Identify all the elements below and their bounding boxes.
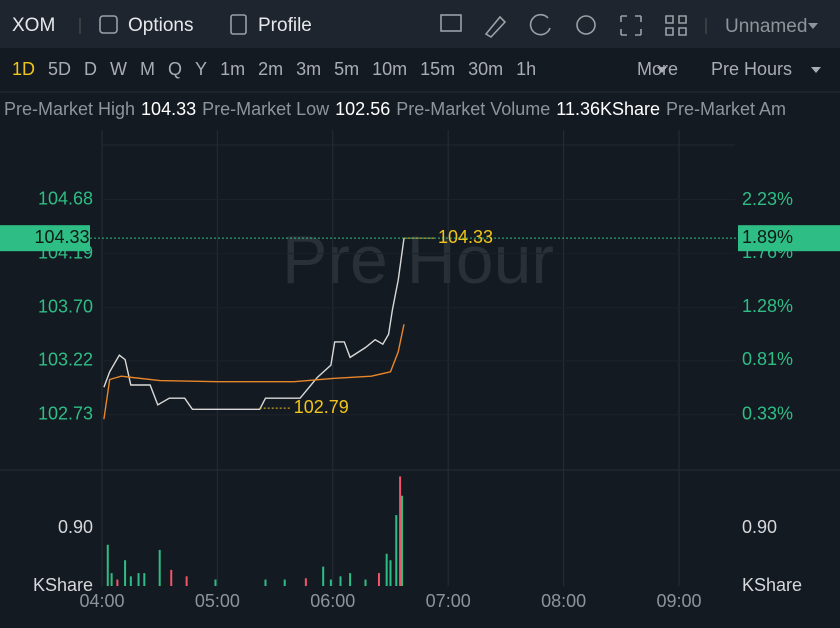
- volume-bar: [349, 573, 352, 586]
- volume-bar: [304, 578, 307, 586]
- x-tick-label: 04:00: [79, 591, 124, 611]
- period[interactable]: 10m: [372, 59, 407, 79]
- stat-label: Pre-Market High: [4, 99, 135, 119]
- dropdown-arrow: [811, 67, 821, 73]
- x-tick-label: 09:00: [656, 591, 701, 611]
- period[interactable]: 15m: [420, 59, 455, 79]
- y2-tick-label: 0.33%: [742, 403, 793, 423]
- period[interactable]: Q: [168, 59, 182, 79]
- x-tick-label: 08:00: [541, 591, 586, 611]
- refresh-icon[interactable]: [529, 13, 551, 36]
- symbol[interactable]: XOM: [12, 15, 55, 36]
- stat-label: Pre-Market Low: [202, 99, 330, 119]
- annotation: 102.79: [294, 397, 349, 417]
- chart: 04:00 05:00 06:00 07:00 08:00 09:00 104.68 104.…: [0, 130, 840, 611]
- last-price-box: [0, 225, 90, 252]
- volume-tick-label: 0.90: [58, 517, 93, 537]
- last-change-box: [738, 225, 840, 252]
- dropdown-arrow: [808, 23, 818, 29]
- draw-icon[interactable]: [484, 15, 507, 39]
- volume-bar: [385, 553, 388, 586]
- period[interactable]: W: [110, 59, 127, 79]
- dropdown-arrow: [657, 67, 667, 73]
- period[interactable]: 1m: [220, 59, 245, 79]
- volume-bar: [137, 573, 140, 586]
- volume-bar: [214, 579, 217, 586]
- y2-tick-label: 0.81%: [742, 349, 793, 369]
- volume-bar: [110, 573, 113, 586]
- volume-bar: [322, 566, 325, 586]
- period[interactable]: 30m: [468, 59, 503, 79]
- session[interactable]: Pre Hours: [711, 59, 792, 79]
- profile[interactable]: Profile: [258, 15, 312, 36]
- volume-bar: [329, 579, 332, 586]
- y2-tick-label: 2.23%: [742, 189, 793, 209]
- volume-bar: [364, 579, 367, 586]
- settings-icon[interactable]: [576, 15, 596, 35]
- stat-value: 104.33: [141, 99, 196, 119]
- volume-bar: [389, 560, 392, 586]
- options-icon[interactable]: [99, 15, 118, 34]
- volume-bar: [143, 573, 146, 586]
- y-tick-label: 104.68: [38, 188, 93, 208]
- volume-unit: KShare: [33, 575, 93, 595]
- period[interactable]: 5m: [334, 59, 359, 79]
- period[interactable]: M: [140, 59, 155, 79]
- period[interactable]: 2m: [258, 59, 283, 79]
- period[interactable]: 3m: [296, 59, 321, 79]
- volume-tick-label: 0.90: [742, 517, 777, 537]
- x-tick-label: 07:00: [426, 591, 471, 611]
- volume-bar: [106, 544, 109, 586]
- options[interactable]: Options: [128, 15, 193, 36]
- y-tick-label: 102.73: [38, 404, 93, 424]
- stat-value: 102.56: [335, 99, 390, 119]
- volume-bar: [185, 576, 188, 586]
- volume-bar: [339, 576, 342, 586]
- indicator-icon[interactable]: [440, 14, 462, 32]
- toolbar: [0, 0, 840, 48]
- volume-bar: [158, 549, 161, 586]
- stat-label: Pre-Market Volume: [396, 99, 550, 119]
- y2-tick-label: 1.28%: [742, 296, 793, 316]
- volume-unit: KShare: [742, 575, 802, 595]
- y-tick-label: 103.22: [38, 349, 93, 369]
- volume-bar: [399, 476, 402, 586]
- period[interactable]: Y: [195, 59, 207, 79]
- volume-bar: [395, 515, 398, 586]
- period[interactable]: 1D: [12, 59, 35, 79]
- last-change: 1.89%: [742, 227, 793, 247]
- period[interactable]: 5D: [48, 59, 71, 79]
- period[interactable]: D: [84, 59, 97, 79]
- profile-icon[interactable]: [230, 14, 247, 35]
- fullscreen-icon[interactable]: [620, 15, 642, 36]
- volume-bar: [264, 579, 267, 586]
- watermark: Pre Hour: [282, 222, 554, 298]
- volume-bar: [401, 495, 404, 586]
- last-price: 104.33: [34, 227, 89, 247]
- stat-label: Pre-Market Am: [666, 99, 786, 119]
- volume-bar: [124, 560, 127, 586]
- volume-bar: [283, 579, 286, 586]
- layout-name[interactable]: Unnamed: [725, 16, 807, 37]
- x-tick-label: 05:00: [195, 591, 240, 611]
- y-tick-label: 103.70: [38, 296, 93, 316]
- annotation: 104.33: [438, 227, 493, 247]
- stat-value: 11.36KShare: [556, 99, 660, 119]
- volume-bar: [170, 569, 173, 586]
- period[interactable]: 1h: [516, 59, 536, 79]
- volume-bar: [116, 579, 119, 586]
- x-tick-label: 06:00: [310, 591, 355, 611]
- price-line: [103, 324, 405, 420]
- more[interactable]: More: [637, 59, 678, 79]
- volume-bar: [377, 573, 380, 586]
- volume-bar: [129, 576, 132, 586]
- price-line: [103, 238, 405, 410]
- layout-icon[interactable]: [665, 15, 687, 36]
